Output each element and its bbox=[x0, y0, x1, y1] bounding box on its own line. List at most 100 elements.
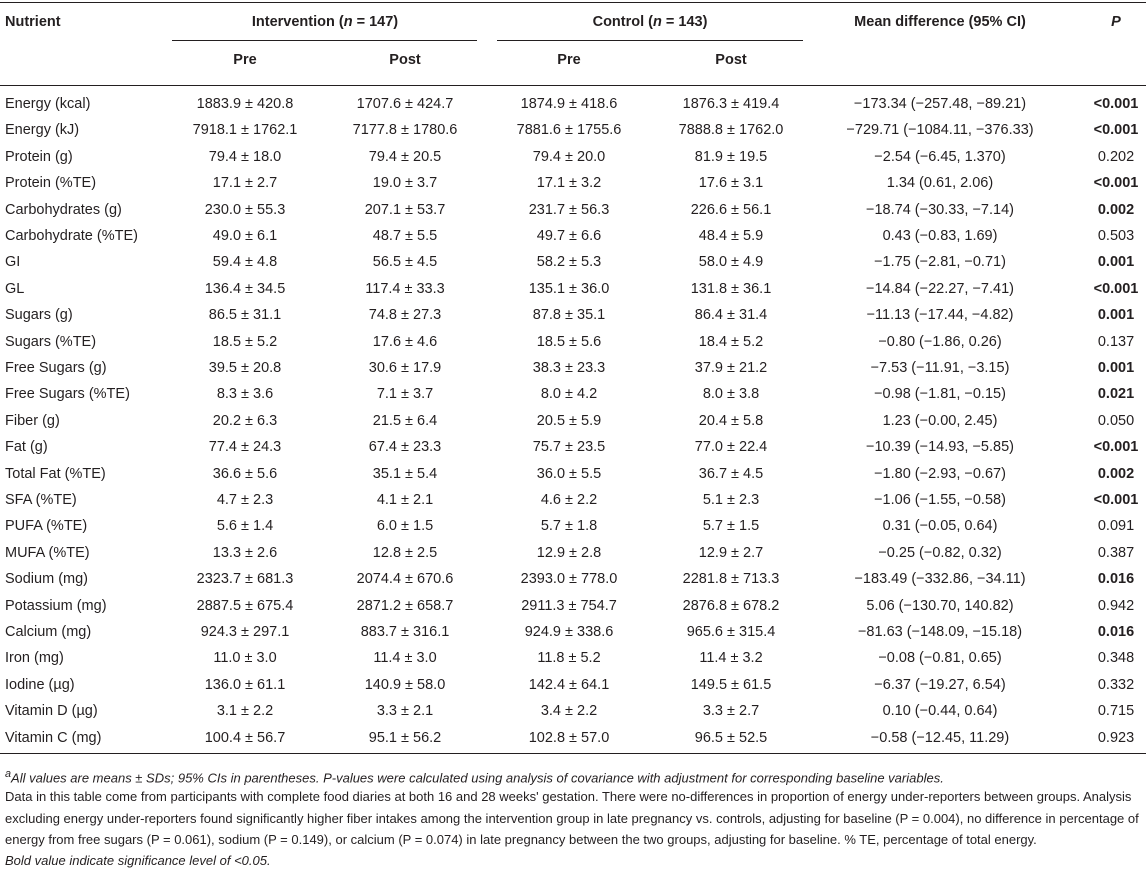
cell: 3.3 ± 2.1 bbox=[376, 703, 434, 720]
cell: 3.1 ± 2.2 bbox=[216, 703, 274, 720]
footnote: Bold value indicate significance level o… bbox=[5, 853, 271, 868]
cell: 2876.8 ± 678.2 bbox=[682, 597, 780, 614]
cell: 100.4 ± 56.7 bbox=[204, 729, 286, 746]
cell: 7177.8 ± 1780.6 bbox=[352, 122, 458, 139]
text: Control ( bbox=[592, 14, 653, 30]
cell: 7881.6 ± 1755.6 bbox=[516, 122, 622, 139]
cell: 4.6 ± 2.2 bbox=[540, 492, 598, 508]
row-label: Vitamin C (mg) bbox=[5, 729, 102, 746]
cell: −14.84 (−22.27, −7.41) bbox=[866, 280, 1014, 297]
text: n bbox=[653, 14, 662, 30]
top-rule bbox=[0, 2, 1146, 3]
cell: <0.001 bbox=[1093, 492, 1139, 508]
cell: 75.7 ± 23.5 bbox=[532, 439, 606, 456]
cell: 77.4 ± 24.3 bbox=[208, 439, 282, 456]
cell: 1874.9 ± 418.6 bbox=[520, 96, 618, 112]
cell: 0.001 bbox=[1097, 360, 1135, 376]
cell: −1.06 (−1.55, −0.58) bbox=[874, 492, 1006, 508]
row-label: Sugars (%TE) bbox=[5, 333, 97, 350]
cell: 20.2 ± 6.3 bbox=[212, 412, 278, 429]
cell: 2323.7 ± 681.3 bbox=[196, 571, 294, 588]
cell: 0.050 bbox=[1097, 412, 1135, 429]
cell: 5.06 (−130.70, 140.82) bbox=[866, 597, 1014, 614]
group-rule bbox=[172, 40, 477, 41]
cell: −1.80 (−2.93, −0.67) bbox=[874, 465, 1006, 482]
cell: −7.53 (−11.91, −3.15) bbox=[870, 360, 1010, 376]
cell: 81.9 ± 19.5 bbox=[694, 148, 768, 165]
cell: 883.7 ± 316.1 bbox=[360, 624, 450, 640]
cell: 0.43 (−0.83, 1.69) bbox=[882, 228, 998, 244]
cell: 20.4 ± 5.8 bbox=[698, 412, 764, 429]
cell: 0.137 bbox=[1097, 333, 1135, 350]
cell: 207.1 ± 53.7 bbox=[364, 201, 446, 218]
cell: <0.001 bbox=[1093, 280, 1139, 297]
cell: 136.0 ± 61.1 bbox=[204, 676, 286, 693]
row-label: GI bbox=[5, 254, 21, 271]
cell: 0.332 bbox=[1097, 676, 1135, 693]
cell: 79.4 ± 20.0 bbox=[532, 148, 606, 165]
cell: 0.002 bbox=[1097, 201, 1135, 218]
cell: 79.4 ± 20.5 bbox=[368, 148, 442, 165]
cell: 58.0 ± 4.9 bbox=[698, 254, 764, 271]
cell: −1.75 (−2.81, −0.71) bbox=[874, 254, 1006, 271]
cell: 17.1 ± 3.2 bbox=[536, 175, 602, 192]
cell: 1876.3 ± 419.4 bbox=[682, 96, 780, 112]
cell: 56.5 ± 4.5 bbox=[372, 254, 438, 271]
cell: −0.25 (−0.82, 0.32) bbox=[878, 544, 1002, 561]
cell: 74.8 ± 27.3 bbox=[368, 307, 442, 324]
column-header: Mean difference (95% CI) bbox=[854, 14, 1026, 30]
sub-header: Pre bbox=[557, 52, 581, 68]
text: n bbox=[343, 14, 353, 30]
cell: 12.9 ± 2.8 bbox=[536, 544, 602, 561]
cell: 2887.5 ± 675.4 bbox=[196, 597, 294, 614]
cell: 20.5 ± 5.9 bbox=[536, 412, 602, 429]
footnote-marker: a bbox=[5, 768, 12, 780]
cell: 2871.2 ± 658.7 bbox=[356, 597, 454, 614]
cell: 67.4 ± 23.3 bbox=[368, 439, 442, 456]
cell: −729.71 (−1084.11, −376.33) bbox=[846, 122, 1034, 139]
header-rule bbox=[0, 85, 1146, 86]
cell: 4.1 ± 2.1 bbox=[376, 492, 434, 508]
cell: 86.4 ± 31.4 bbox=[694, 307, 768, 324]
cell: <0.001 bbox=[1093, 122, 1139, 139]
row-label: Energy (kJ) bbox=[5, 122, 80, 139]
cell: 36.7 ± 4.5 bbox=[698, 465, 764, 482]
cell: −0.58 (−12.45, 11.29) bbox=[870, 729, 1010, 746]
row-label: MUFA (%TE) bbox=[5, 544, 90, 561]
bottom-rule bbox=[0, 753, 1146, 754]
cell: 87.8 ± 35.1 bbox=[532, 307, 606, 324]
cell: 17.6 ± 4.6 bbox=[372, 333, 438, 350]
row-label: Energy (kcal) bbox=[5, 96, 91, 112]
cell: 0.715 bbox=[1097, 703, 1135, 720]
cell: 0.202 bbox=[1097, 148, 1135, 165]
cell: 96.5 ± 52.5 bbox=[694, 729, 768, 746]
row-label: PUFA (%TE) bbox=[5, 518, 88, 535]
cell: <0.001 bbox=[1093, 175, 1139, 192]
cell: 140.9 ± 58.0 bbox=[364, 676, 446, 693]
cell: 35.1 ± 5.4 bbox=[372, 465, 438, 482]
cell: 2393.0 ± 778.0 bbox=[520, 571, 618, 588]
row-label: Carbohydrate (%TE) bbox=[5, 228, 138, 244]
cell: 8.0 ± 3.8 bbox=[702, 386, 760, 403]
cell: −173.34 (−257.48, −89.21) bbox=[853, 96, 1027, 112]
text: Intervention ( bbox=[251, 14, 344, 30]
cell: 0.348 bbox=[1097, 650, 1135, 667]
cell: 149.5 ± 61.5 bbox=[690, 676, 772, 693]
cell: 30.6 ± 17.9 bbox=[368, 360, 442, 376]
row-label: Potassium (mg) bbox=[5, 597, 107, 614]
cell: <0.001 bbox=[1093, 96, 1139, 112]
cell: 6.0 ± 1.5 bbox=[376, 518, 434, 535]
cell: <0.001 bbox=[1093, 439, 1139, 456]
cell: 5.7 ± 1.8 bbox=[540, 518, 598, 535]
row-label: Iodine (µg) bbox=[5, 676, 75, 693]
cell: 0.387 bbox=[1097, 544, 1135, 561]
cell: −81.63 (−148.09, −15.18) bbox=[857, 624, 1023, 640]
cell: 0.021 bbox=[1097, 386, 1135, 403]
cell: 7888.8 ± 1762.0 bbox=[678, 122, 784, 139]
cell: 7918.1 ± 1762.1 bbox=[192, 122, 298, 139]
cell: 17.1 ± 2.7 bbox=[212, 175, 278, 192]
sub-header: Post bbox=[389, 52, 421, 68]
row-label: Free Sugars (g) bbox=[5, 360, 107, 376]
text: = 147) bbox=[352, 14, 399, 30]
cell: 0.001 bbox=[1097, 307, 1135, 324]
